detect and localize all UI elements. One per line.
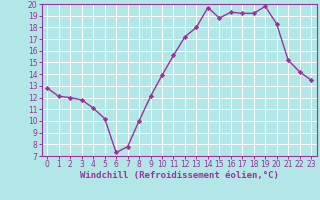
- X-axis label: Windchill (Refroidissement éolien,°C): Windchill (Refroidissement éolien,°C): [80, 171, 279, 180]
